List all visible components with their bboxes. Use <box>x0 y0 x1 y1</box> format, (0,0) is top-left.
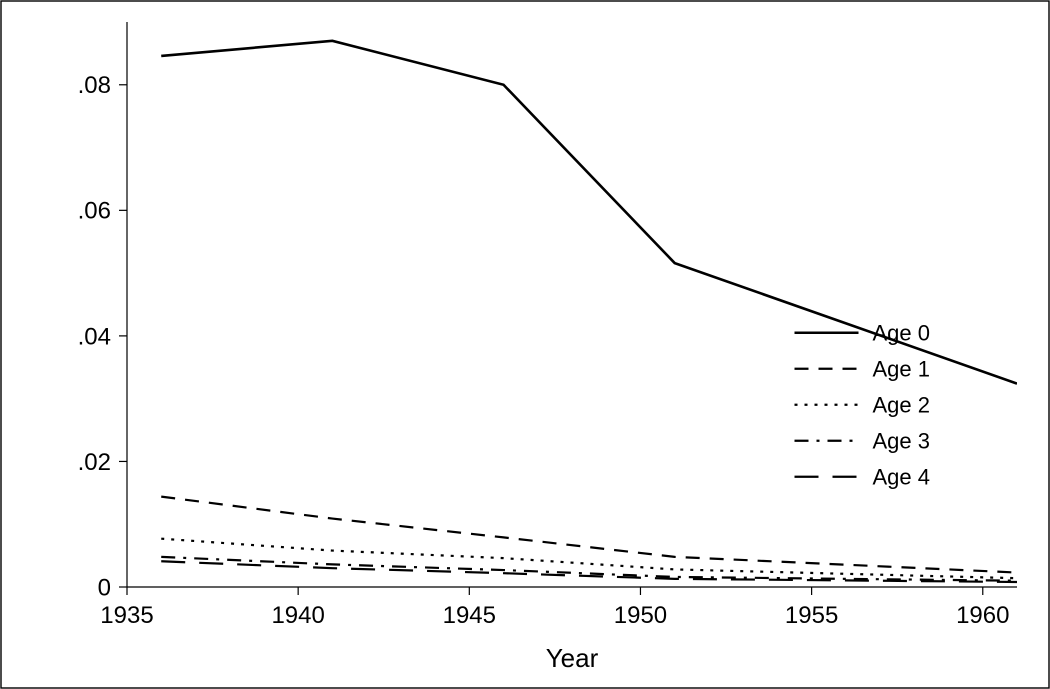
x-tick-label: 1950 <box>614 602 667 629</box>
y-tick-label: .02 <box>78 449 111 476</box>
legend-label-age4: Age 4 <box>873 464 931 489</box>
y-tick-label: .06 <box>78 198 111 225</box>
legend-label-age2: Age 2 <box>873 392 931 417</box>
y-tick-label: .08 <box>78 72 111 99</box>
legend-label-age3: Age 3 <box>873 428 931 453</box>
x-tick-label: 1945 <box>443 602 496 629</box>
legend-label-age1: Age 1 <box>873 356 931 381</box>
chart-container: 1935 1940 1945 1950 1955 1960 Year 0 .02 .04 .06 .0… <box>0 0 1050 689</box>
y-tick-label: 0 <box>98 574 111 601</box>
x-tick-label: 1955 <box>785 602 838 629</box>
x-tick-label: 1935 <box>100 602 153 629</box>
y-tick-label: .04 <box>78 323 111 350</box>
legend-label-age0: Age 0 <box>873 320 931 345</box>
line-chart: 1935 1940 1945 1950 1955 1960 Year 0 .02 .04 .06 .0… <box>0 0 1050 689</box>
x-tick-label: 1940 <box>271 602 324 629</box>
x-tick-label: 1960 <box>956 602 1009 629</box>
x-axis-label: Year <box>546 643 599 673</box>
